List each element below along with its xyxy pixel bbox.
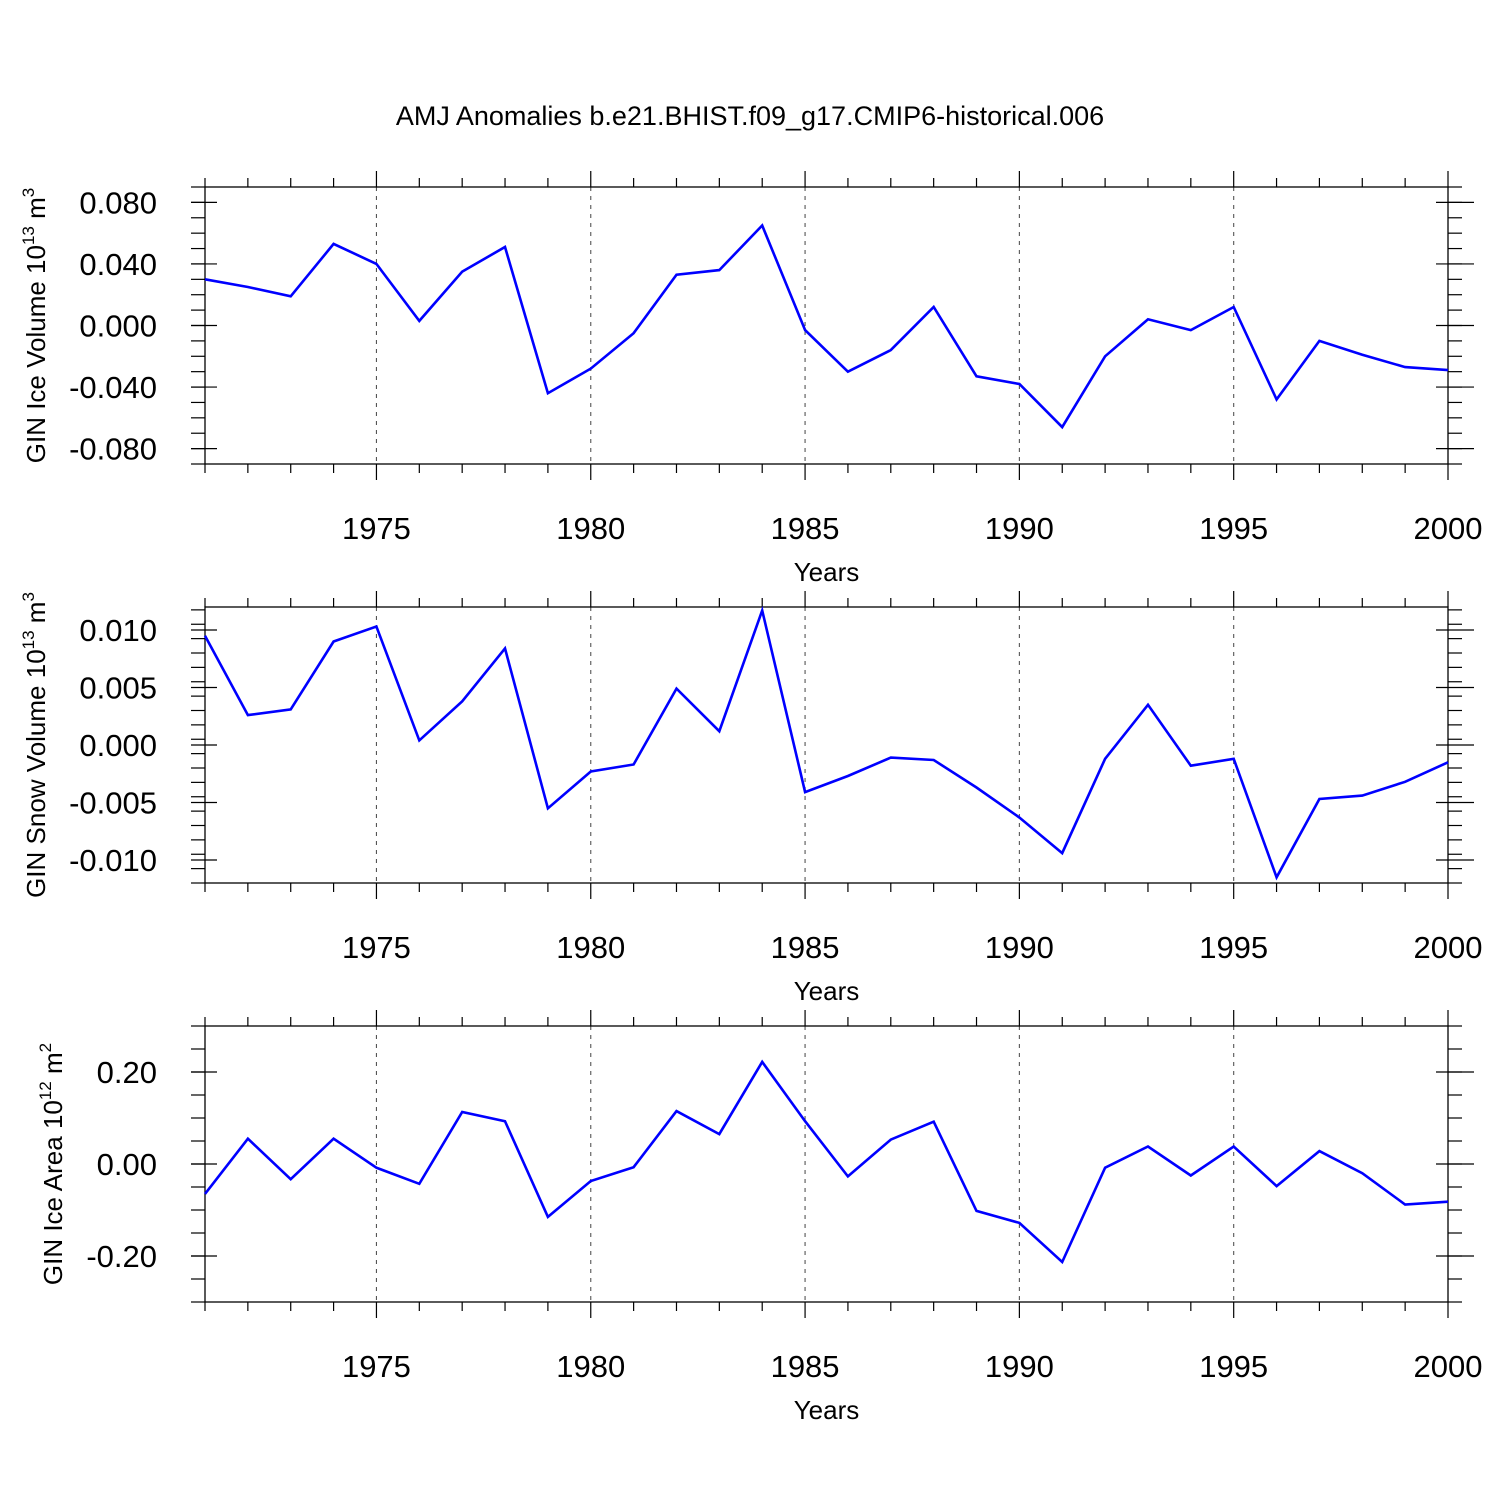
ice-volume-xtick-label: 1975 bbox=[342, 511, 411, 546]
panels: 0.080 0.040 0.000 -0.040 -0.080 1975 1980 1985 1… bbox=[19, 171, 1482, 1425]
ice-volume-frame bbox=[204, 186, 1449, 465]
ice-volume-xtick-label: 1995 bbox=[1199, 511, 1268, 546]
snow-volume-xtick-label: 1985 bbox=[771, 930, 840, 965]
ice-volume-xtick-label: 2000 bbox=[1414, 511, 1483, 546]
ice-area-ytick-label: 0.00 bbox=[97, 1147, 157, 1182]
ice-area-ytick-label: -0.20 bbox=[86, 1239, 157, 1274]
snow-volume-frame bbox=[204, 606, 1449, 884]
ice-area-panel: 0.20 0.00 -0.20 1975 1980 1985 1990 1995 2000 Yea… bbox=[36, 1010, 1482, 1425]
snow-volume-xtick-label: 1995 bbox=[1199, 930, 1268, 965]
ice-area-xtick-label: 1990 bbox=[985, 1349, 1054, 1384]
snow-volume-xlabel: Years bbox=[794, 976, 860, 1006]
chart-title: AMJ Anomalies b.e21.BHIST.f09_g17.CMIP6-… bbox=[396, 101, 1104, 131]
ice-volume-ytick-label: -0.080 bbox=[69, 432, 157, 467]
ice-volume-xtick-label: 1980 bbox=[556, 511, 625, 546]
ice-volume-xlabel: Years bbox=[794, 557, 860, 587]
ice-area-xtick-label: 1980 bbox=[556, 1349, 625, 1384]
snow-volume-ytick-label: -0.010 bbox=[69, 843, 157, 878]
ice-volume-ytick-label: 0.080 bbox=[79, 185, 157, 220]
snow-volume-series-line bbox=[203, 605, 1449, 881]
snow-volume-xtick-label: 2000 bbox=[1414, 930, 1483, 965]
snow-volume-ytick-label: -0.005 bbox=[69, 786, 157, 821]
ice-area-frame bbox=[204, 1025, 1449, 1303]
ice-volume-xtick-label: 1985 bbox=[771, 511, 840, 546]
snow-volume-xtick-label: 1990 bbox=[985, 930, 1054, 965]
snow-volume-panel: 0.010 0.005 0.000 -0.005 -0.010 1975 1980 1985 1… bbox=[19, 591, 1482, 1006]
ice-volume-series-line bbox=[204, 223, 1449, 430]
ice-volume-ylabel: GIN Ice Volume 1013 m3 bbox=[19, 188, 51, 464]
ice-area-xtick-label: 1995 bbox=[1199, 1349, 1268, 1384]
snow-volume-xtick-label: 1975 bbox=[342, 930, 411, 965]
snow-volume-ylabel: GIN Snow Volume 1013 m3 bbox=[19, 592, 51, 898]
snow-volume-xtick-label: 1980 bbox=[556, 930, 625, 965]
ice-area-series-line bbox=[203, 1059, 1449, 1265]
ice-area-xtick-label: 2000 bbox=[1414, 1349, 1483, 1384]
ice-area-xtick-label: 1975 bbox=[342, 1349, 411, 1384]
ice-volume-ytick-label: 0.000 bbox=[79, 309, 157, 344]
ice-volume-ytick-label: 0.040 bbox=[79, 247, 157, 282]
snow-volume-ytick-label: 0.005 bbox=[79, 671, 157, 706]
ice-volume-xtick-label: 1990 bbox=[985, 511, 1054, 546]
snow-volume-ytick-label: 0.010 bbox=[79, 613, 157, 648]
ice-area-ytick-label: 0.20 bbox=[97, 1055, 157, 1090]
ice-area-ylabel: GIN Ice Area 1012 m2 bbox=[36, 1043, 68, 1285]
ice-area-xlabel: Years bbox=[794, 1395, 860, 1425]
ice-volume-ytick-label: -0.040 bbox=[69, 370, 157, 405]
ice-volume-panel: 0.080 0.040 0.000 -0.040 -0.080 1975 1980 1985 1… bbox=[19, 171, 1482, 587]
snow-volume-ytick-label: 0.000 bbox=[79, 728, 157, 763]
ice-area-xtick-label: 1985 bbox=[771, 1349, 840, 1384]
